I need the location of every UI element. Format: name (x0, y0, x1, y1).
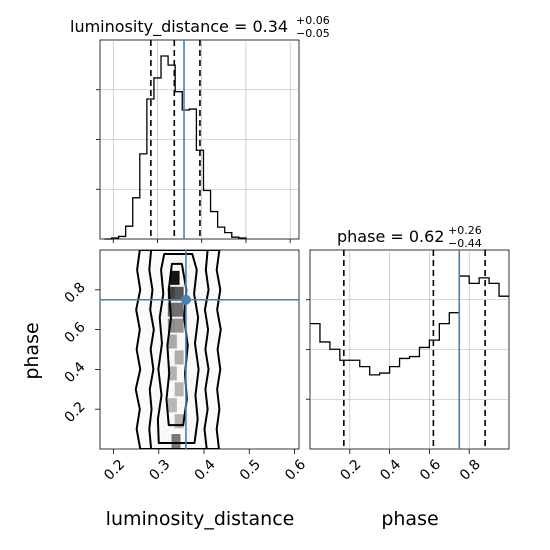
panel-title-luminosity_distance: luminosity_distance = 0.34 (70, 17, 288, 37)
panel-title-phase: phase = 0.62 (337, 227, 444, 246)
density-cell (174, 318, 184, 333)
x-tick-label: 0.6 (282, 457, 309, 484)
contour-level-2 (148, 250, 210, 449)
density-cell (174, 414, 184, 429)
x-axis-label-luminosity_distance: luminosity_distance (106, 508, 295, 530)
x-tick-label: 0.6 (417, 457, 444, 484)
contour-level-3 (156, 252, 200, 445)
x-tick-label: 0.5 (237, 457, 264, 484)
y-tick-label: 0.2 (62, 399, 89, 426)
density-cell (167, 286, 177, 301)
truth-point (180, 294, 191, 305)
density-cell (167, 318, 177, 333)
y-tick-label: 0.8 (62, 279, 89, 306)
x-tick-label: 0.3 (146, 457, 173, 484)
y-axis-label-phase: phase (21, 322, 43, 379)
x-axis-label-phase-bottom: phase (381, 508, 438, 530)
contour-level-1 (134, 250, 222, 449)
density-cell (167, 398, 177, 413)
density-cell (167, 334, 177, 349)
density-cell (174, 350, 184, 365)
y-tick-label: 0.6 (62, 319, 89, 346)
x-tick-label: 0.2 (337, 457, 364, 484)
x-tick-label: 0.8 (457, 457, 484, 484)
x-tick-label: 0.4 (377, 457, 404, 484)
x-tick-label: 0.2 (101, 457, 128, 484)
panel-title-sub-luminosity_distance: −0.05 (296, 27, 330, 40)
density-cell (174, 382, 184, 397)
histogram-step-dist (104, 55, 247, 240)
panel-title-sub-phase: −0.44 (448, 237, 482, 250)
density-cell (174, 302, 184, 317)
panel-title-sup-luminosity_distance: +0.06 (296, 14, 330, 27)
y-tick-label: 0.4 (62, 359, 89, 386)
joint-plot-area (100, 250, 299, 449)
panel-title-sup-phase: +0.26 (448, 224, 482, 237)
density-cell (167, 302, 177, 317)
density-cell (174, 286, 184, 301)
density-cell (171, 434, 181, 449)
density-cell (170, 270, 180, 285)
x-tick-label: 0.4 (192, 457, 219, 484)
density-cell (167, 366, 177, 381)
